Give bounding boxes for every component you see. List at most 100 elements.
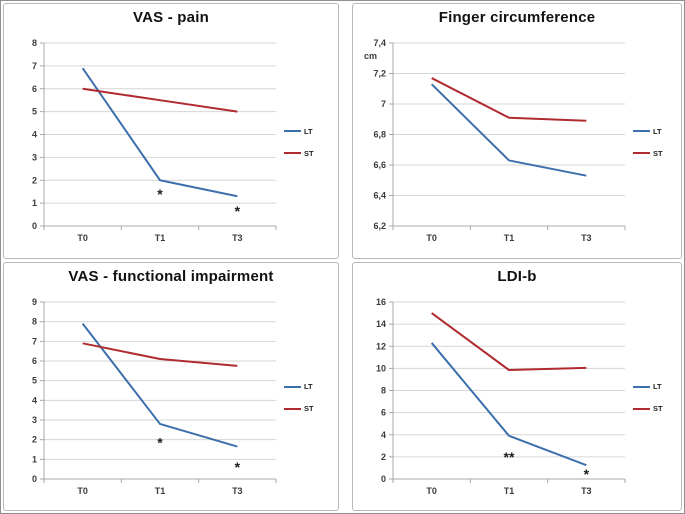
significance-marker: * [235, 459, 241, 475]
series-line-lt [81, 322, 238, 448]
panel-vas-functional-impairment: VAS - functional impairment 0 1 2 3 4 5 6 7 8 9 T0… [3, 262, 339, 511]
y-tick-label: 1 [32, 198, 37, 208]
panel-finger-circumference: Finger circumference 6,2 6,4 6,6 6,8 7 7,2 7,4… [352, 3, 682, 259]
series-line-st [431, 77, 587, 122]
x-tick-label: T1 [155, 486, 166, 496]
significance-marker: * [157, 434, 163, 450]
y-tick-label: 5 [32, 107, 37, 117]
legend-item-st: ST [284, 149, 328, 158]
x-tick-label: T0 [77, 233, 88, 243]
legend-item-lt: LT [633, 127, 677, 136]
y-tick-label: 1 [32, 454, 37, 464]
lt-line-swatch-icon [284, 385, 301, 388]
y-tick-label: 9 [32, 297, 37, 307]
chart-title-vas-functional-impairment: VAS - functional impairment [68, 268, 274, 285]
series-line-lt [81, 67, 238, 198]
st-line-swatch-icon [284, 152, 301, 154]
series-line-lt [430, 83, 587, 177]
y-tick-label: 5 [32, 375, 37, 385]
lt-line-swatch-icon [633, 130, 650, 132]
x-tick-label: T3 [581, 233, 592, 243]
significance-marker: ** [504, 448, 515, 464]
line-chart-vas-functional-impairment: 0 1 2 3 4 5 6 7 8 9 T0 T1 T3 * * [32, 297, 277, 496]
y-tick-label: 8 [381, 385, 386, 395]
y-tick-label: 8 [32, 316, 37, 326]
y-tick-label: 0 [381, 474, 386, 484]
panel-ldi-b: LDI-b 0 2 4 6 8 10 12 14 16 T0 T1 T3 ** * LT ST [352, 262, 682, 511]
x-tick-label: T3 [232, 486, 243, 496]
panel-vas-pain: VAS - pain 0 1 2 3 4 5 6 7 8 T0 T1 T3 * * LT ST [3, 3, 339, 259]
legend-item-st: ST [633, 404, 677, 413]
y-tick-label: 6,4 [373, 191, 386, 201]
series-line-st [82, 341, 238, 367]
series-line-st [82, 87, 238, 113]
line-chart-finger-circumference: 6,2 6,4 6,6 6,8 7 7,2 7,4 cm T0 T1 T3 [364, 38, 626, 243]
significance-marker: * [235, 203, 241, 219]
chart-title-finger-circumference: Finger circumference [438, 9, 596, 26]
chart-area-vas-pain: 0 1 2 3 4 5 6 7 8 T0 T1 T3 * * LT ST [4, 26, 338, 258]
legend-item-lt: LT [633, 382, 677, 391]
y-tick-label: 0 [32, 474, 37, 484]
y-tick-label: 6,8 [373, 130, 386, 140]
series-line-lt [430, 341, 587, 466]
legend-finger-circumference: LT ST [633, 127, 677, 158]
y-tick-label: 6,6 [373, 160, 386, 170]
y-tick-label: 0 [32, 221, 37, 231]
legend-vas-pain: LT ST [284, 127, 328, 158]
y-tick-label: 7 [32, 61, 37, 71]
st-line-swatch-icon [633, 152, 650, 154]
x-tick-label: T1 [155, 233, 166, 243]
series-line-st [431, 311, 587, 371]
legend-item-lt: LT [284, 127, 328, 136]
legend-label-st: ST [304, 148, 314, 158]
y-tick-label: 7 [381, 99, 386, 109]
y-tick-label: 7,4 [373, 38, 386, 48]
legend-item-lt: LT [284, 382, 328, 391]
y-tick-label: 14 [376, 319, 386, 329]
y-tick-label: 4 [32, 395, 37, 405]
x-tick-label: T1 [504, 233, 515, 243]
line-chart-vas-pain: 0 1 2 3 4 5 6 7 8 T0 T1 T3 * * [32, 38, 277, 243]
chart-title-ldi-b: LDI-b [497, 268, 537, 285]
legend-label-st: ST [653, 404, 663, 413]
legend-label-lt: LT [653, 126, 662, 136]
y-tick-label: 16 [376, 297, 386, 307]
st-line-swatch-icon [633, 407, 650, 410]
y-tick-label: 8 [32, 38, 37, 48]
legend-item-st: ST [284, 404, 328, 413]
y-tick-label: 6 [381, 407, 386, 417]
y-tick-label: 6,2 [373, 221, 386, 231]
lt-line-swatch-icon [633, 385, 650, 388]
x-tick-label: T3 [232, 233, 243, 243]
x-tick-label: T1 [504, 486, 515, 496]
x-tick-label: T0 [426, 233, 437, 243]
y-tick-label: 7 [32, 336, 37, 346]
y-axis-unit-label: cm [364, 51, 377, 61]
legend-vas-functional-impairment: LT ST [284, 382, 328, 413]
legend-label-lt: LT [304, 126, 313, 136]
legend-ldi-b: LT ST [633, 382, 677, 413]
y-tick-label: 4 [381, 429, 386, 439]
y-tick-label: 6 [32, 356, 37, 366]
y-tick-label: 3 [32, 152, 37, 162]
legend-label-st: ST [653, 148, 663, 158]
y-tick-label: 2 [32, 175, 37, 185]
y-tick-label: 10 [376, 363, 386, 373]
chart-area-vas-functional-impairment: 0 1 2 3 4 5 6 7 8 9 T0 T1 T3 * * LT ST [4, 285, 338, 510]
y-tick-label: 7,2 [373, 69, 386, 79]
lt-line-swatch-icon [284, 130, 301, 132]
x-tick-label: T0 [426, 486, 437, 496]
y-tick-label: 4 [32, 130, 37, 140]
significance-marker: * [584, 465, 590, 481]
chart-area-finger-circumference: 6,2 6,4 6,6 6,8 7 7,2 7,4 cm T0 T1 T3 LT ST [353, 26, 681, 258]
x-tick-label: T3 [581, 486, 592, 496]
y-tick-label: 6 [32, 84, 37, 94]
chart-area-ldi-b: 0 2 4 6 8 10 12 14 16 T0 T1 T3 ** * LT ST [353, 285, 681, 510]
st-line-swatch-icon [284, 407, 301, 410]
legend-item-st: ST [633, 149, 677, 158]
y-tick-label: 2 [381, 451, 386, 461]
y-tick-label: 3 [32, 415, 37, 425]
legend-label-st: ST [304, 404, 314, 413]
